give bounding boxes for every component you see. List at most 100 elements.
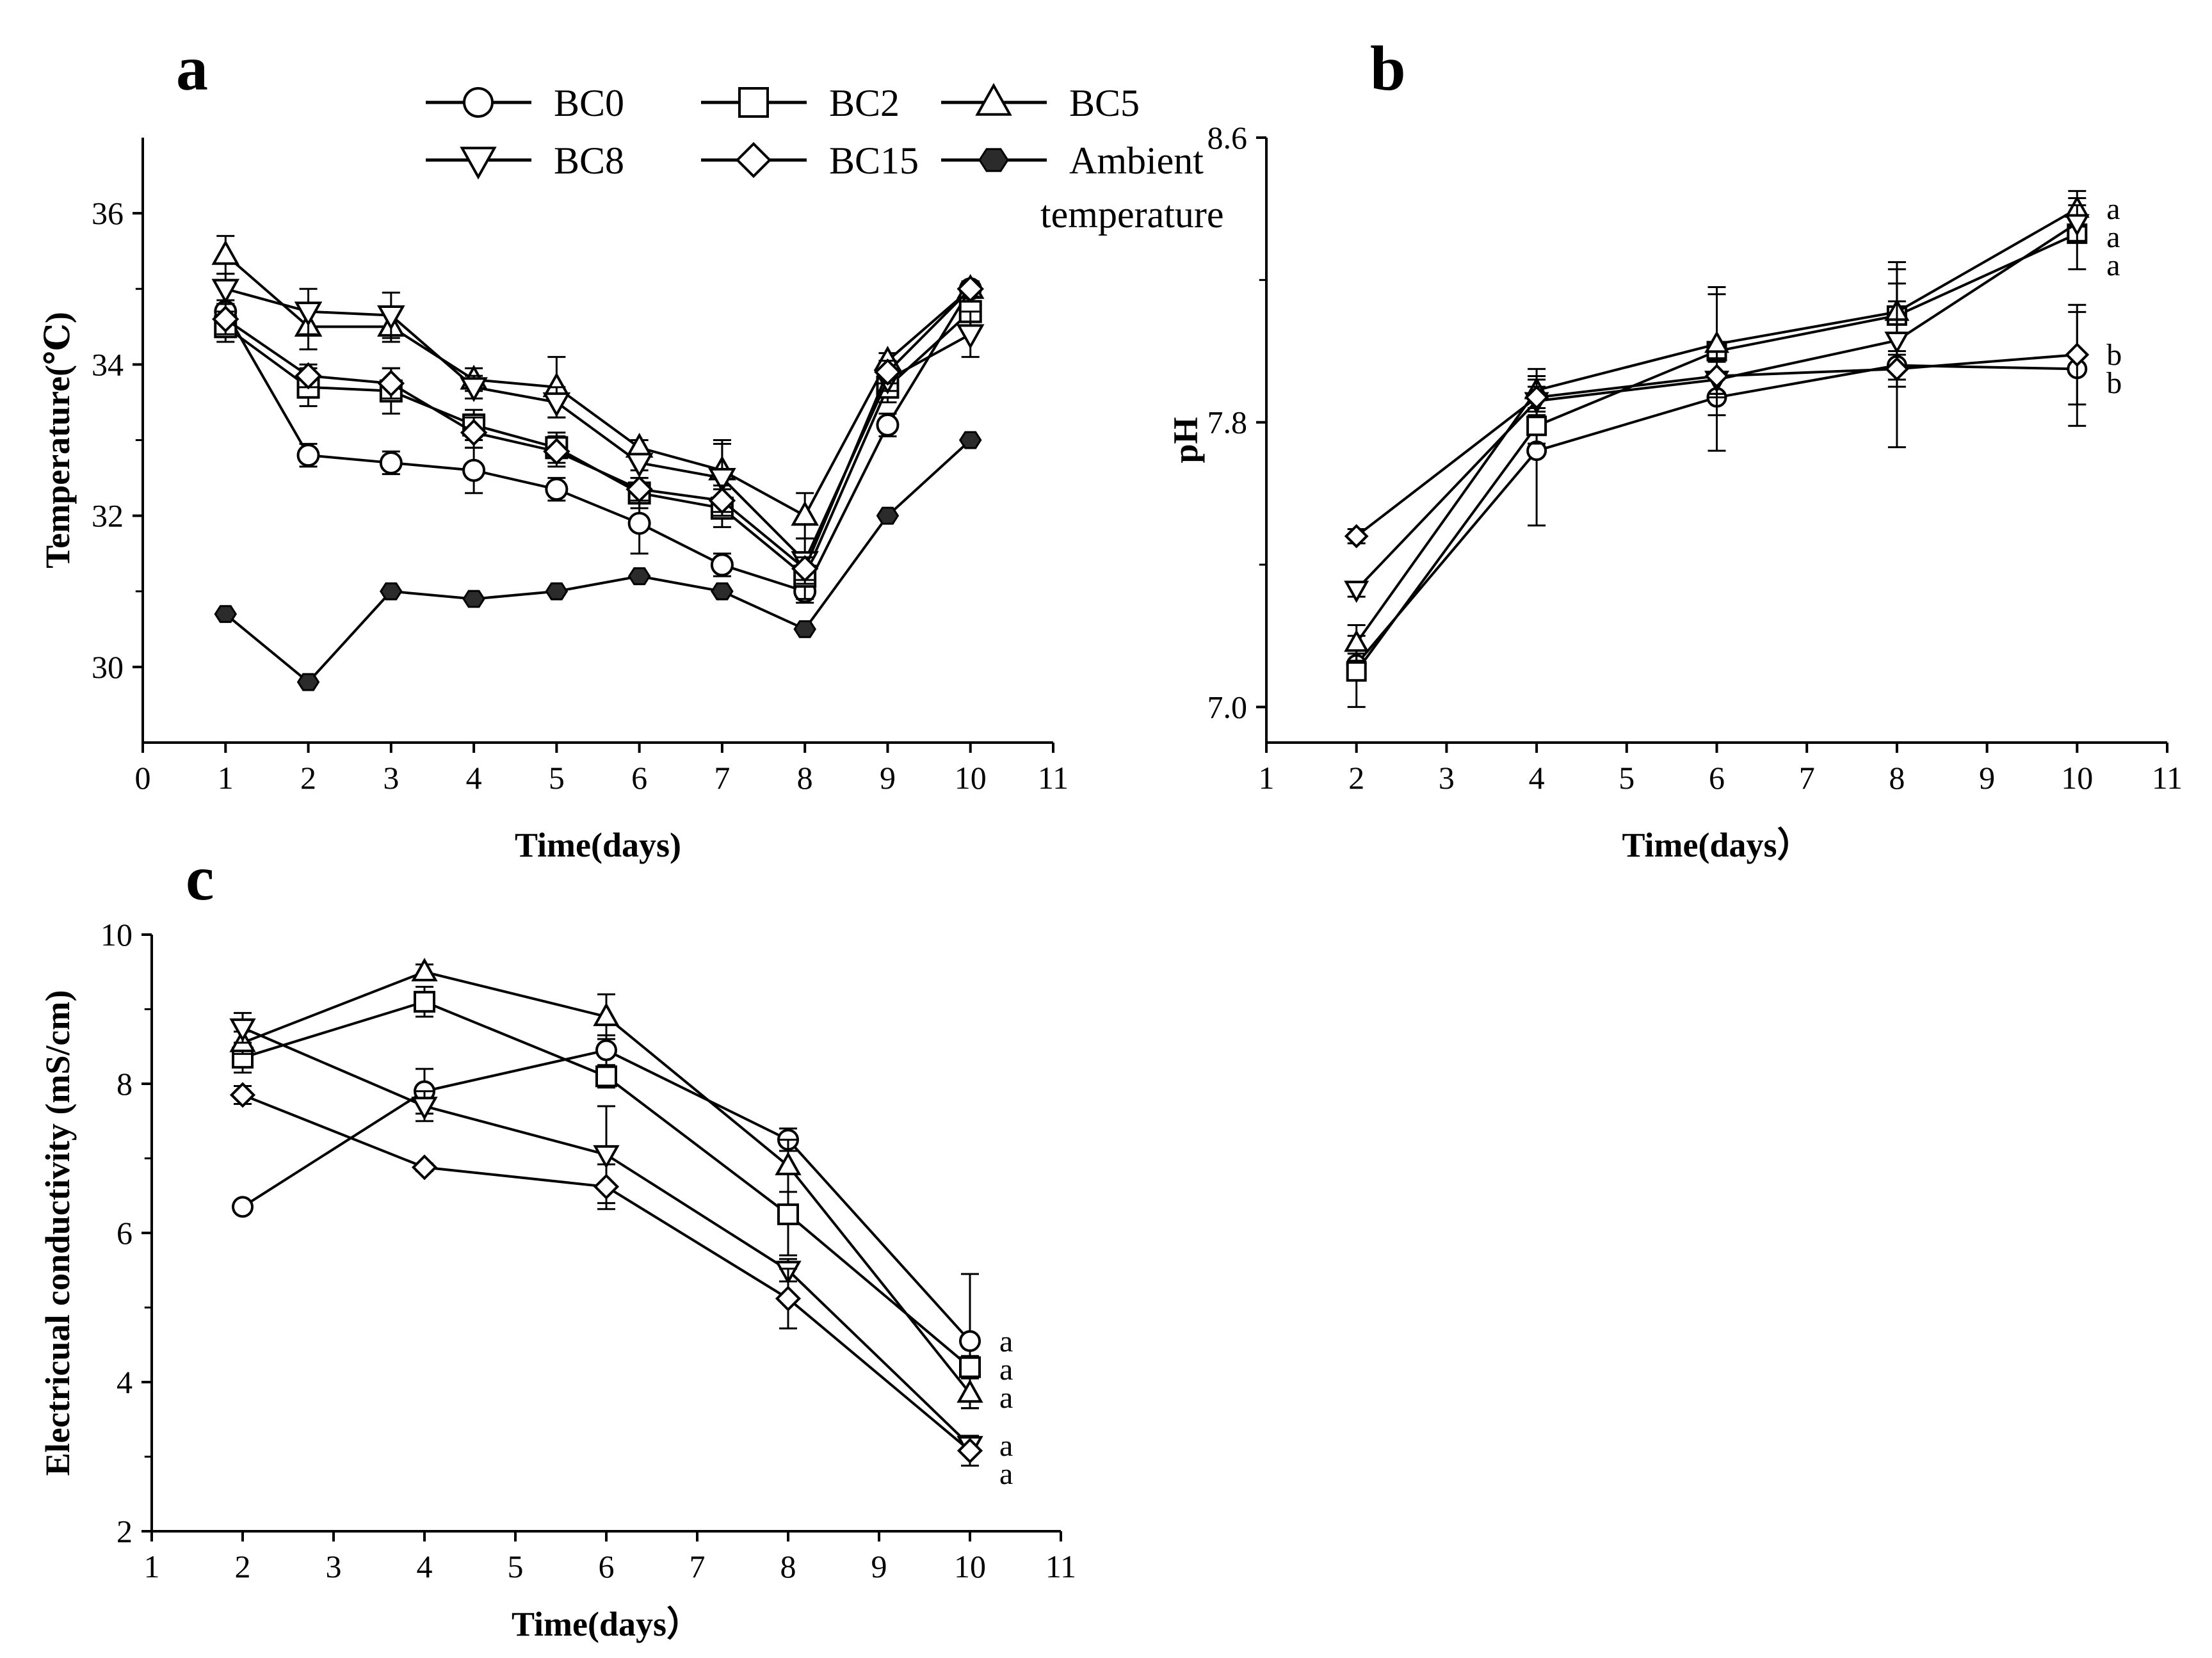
legend-item-bc8: BC8: [426, 140, 624, 182]
data-point: [593, 1145, 620, 1169]
legend-label: Ambient: [1069, 140, 1204, 182]
x-tick-label: 2: [235, 1549, 251, 1584]
data-point: [1526, 415, 1547, 437]
series-bc2: [214, 295, 982, 600]
data-point: [791, 501, 819, 526]
legend-label: BC0: [554, 82, 624, 124]
series-bc2: [232, 986, 981, 1380]
data-point: [625, 453, 654, 478]
legend-item-bc5: BC5: [941, 82, 1140, 124]
significance-label: a: [999, 1381, 1013, 1415]
series-bc15: [1344, 303, 2090, 549]
y-tick-label: 30: [92, 649, 124, 685]
legend-item-bc15: BC15: [701, 140, 919, 182]
data-point: [462, 590, 485, 608]
series-line: [224, 254, 972, 518]
data-point: [542, 392, 571, 417]
data-point: [411, 1097, 438, 1121]
data-point: [777, 1203, 799, 1225]
data-point: [380, 582, 403, 600]
x-tick-label: 6: [631, 760, 647, 796]
data-point: [775, 1152, 802, 1175]
legend-label: BC5: [1069, 82, 1140, 124]
x-tick-label: 9: [880, 760, 896, 796]
y-tick-label: 34: [92, 346, 124, 382]
y-tick-label: 7.8: [1207, 405, 1248, 440]
data-point: [414, 990, 435, 1013]
data-point: [959, 1356, 981, 1378]
data-point: [1884, 331, 1910, 354]
x-tick-label: 5: [549, 760, 565, 796]
y-tick-label: 4: [117, 1364, 133, 1400]
data-point: [2065, 342, 2090, 367]
data-point: [626, 476, 653, 503]
y-axis-title: Temperature(℃): [38, 312, 77, 568]
data-point: [2064, 214, 2090, 237]
data-point: [211, 239, 240, 265]
x-tick-label: 11: [1045, 1549, 1076, 1584]
x-axis-title: Time(days): [515, 826, 681, 864]
data-point: [595, 1065, 617, 1088]
x-tick-label: 7: [690, 1549, 706, 1584]
x-tick-label: 4: [417, 1549, 433, 1584]
data-point: [1704, 330, 1730, 353]
significance-label: b: [2106, 366, 2122, 400]
significance-label: a: [999, 1429, 1013, 1463]
legend-marker: [463, 87, 494, 118]
series-bc0: [232, 1034, 981, 1410]
y-axis-title: Electricual conductivity (mS/cm): [38, 990, 77, 1476]
panel-label-a: a: [176, 33, 208, 104]
legend-marker: [975, 83, 1012, 116]
data-point: [793, 620, 816, 638]
x-tick-label: 8: [797, 760, 813, 796]
data-point: [1524, 385, 1549, 410]
series-line: [242, 1026, 971, 1447]
series-line: [225, 287, 972, 571]
legend: BC0 BC2 BC5 BC8 BC15 Ambient temperature: [426, 82, 1224, 236]
data-point: [212, 305, 239, 333]
y-axis-title: pH: [1167, 417, 1205, 463]
data-point: [379, 451, 403, 474]
x-axis-title: Time(days）: [1622, 826, 1811, 864]
legend-marker: [738, 87, 769, 118]
data-point: [211, 278, 240, 304]
data-point: [708, 467, 736, 493]
data-point: [791, 555, 819, 583]
panel-a: a0 1 2 3 4 5 6 7 8 9 10 1130323436Time(days)Tempera…: [38, 33, 1069, 864]
series-bc15: [212, 275, 984, 583]
significance-label: a: [2106, 248, 2120, 282]
legend-label: BC8: [554, 140, 624, 182]
series-line: [225, 439, 972, 684]
legend-item-ambient: Ambient temperature: [941, 140, 1224, 236]
x-tick-label: 3: [383, 760, 399, 796]
legend-label-line2: temperature: [1040, 193, 1224, 236]
x-tick-label: 11: [2152, 760, 2183, 796]
series-line: [224, 288, 972, 593]
data-point: [775, 1285, 802, 1312]
x-tick-label: 3: [1439, 760, 1455, 796]
data-point: [595, 1039, 617, 1061]
data-point: [876, 413, 900, 437]
data-point: [959, 1330, 981, 1352]
x-tick-label: 1: [1259, 760, 1275, 796]
data-point: [627, 567, 651, 586]
data-point: [545, 582, 569, 600]
x-tick-label: 0: [135, 760, 151, 796]
y-tick-label: 8.6: [1207, 120, 1248, 156]
data-point: [543, 437, 570, 465]
data-point: [214, 605, 238, 624]
x-tick-label: 10: [955, 760, 987, 796]
data-point: [295, 362, 322, 390]
data-point: [1346, 661, 1367, 682]
x-tick-label: 3: [326, 1549, 342, 1584]
data-point: [377, 369, 405, 398]
y-tick-label: 2: [117, 1513, 133, 1549]
x-tick-label: 7: [1799, 760, 1815, 796]
panel-label-b: b: [1370, 33, 1406, 104]
series-bc15: [229, 1082, 983, 1467]
panel-c: c1 2 3 4 5 6 7 8 9 10 11246810Time(days）Electricua…: [38, 842, 1076, 1643]
x-tick-label: 9: [871, 1549, 887, 1584]
data-point: [1704, 364, 1729, 389]
data-point: [411, 958, 438, 981]
